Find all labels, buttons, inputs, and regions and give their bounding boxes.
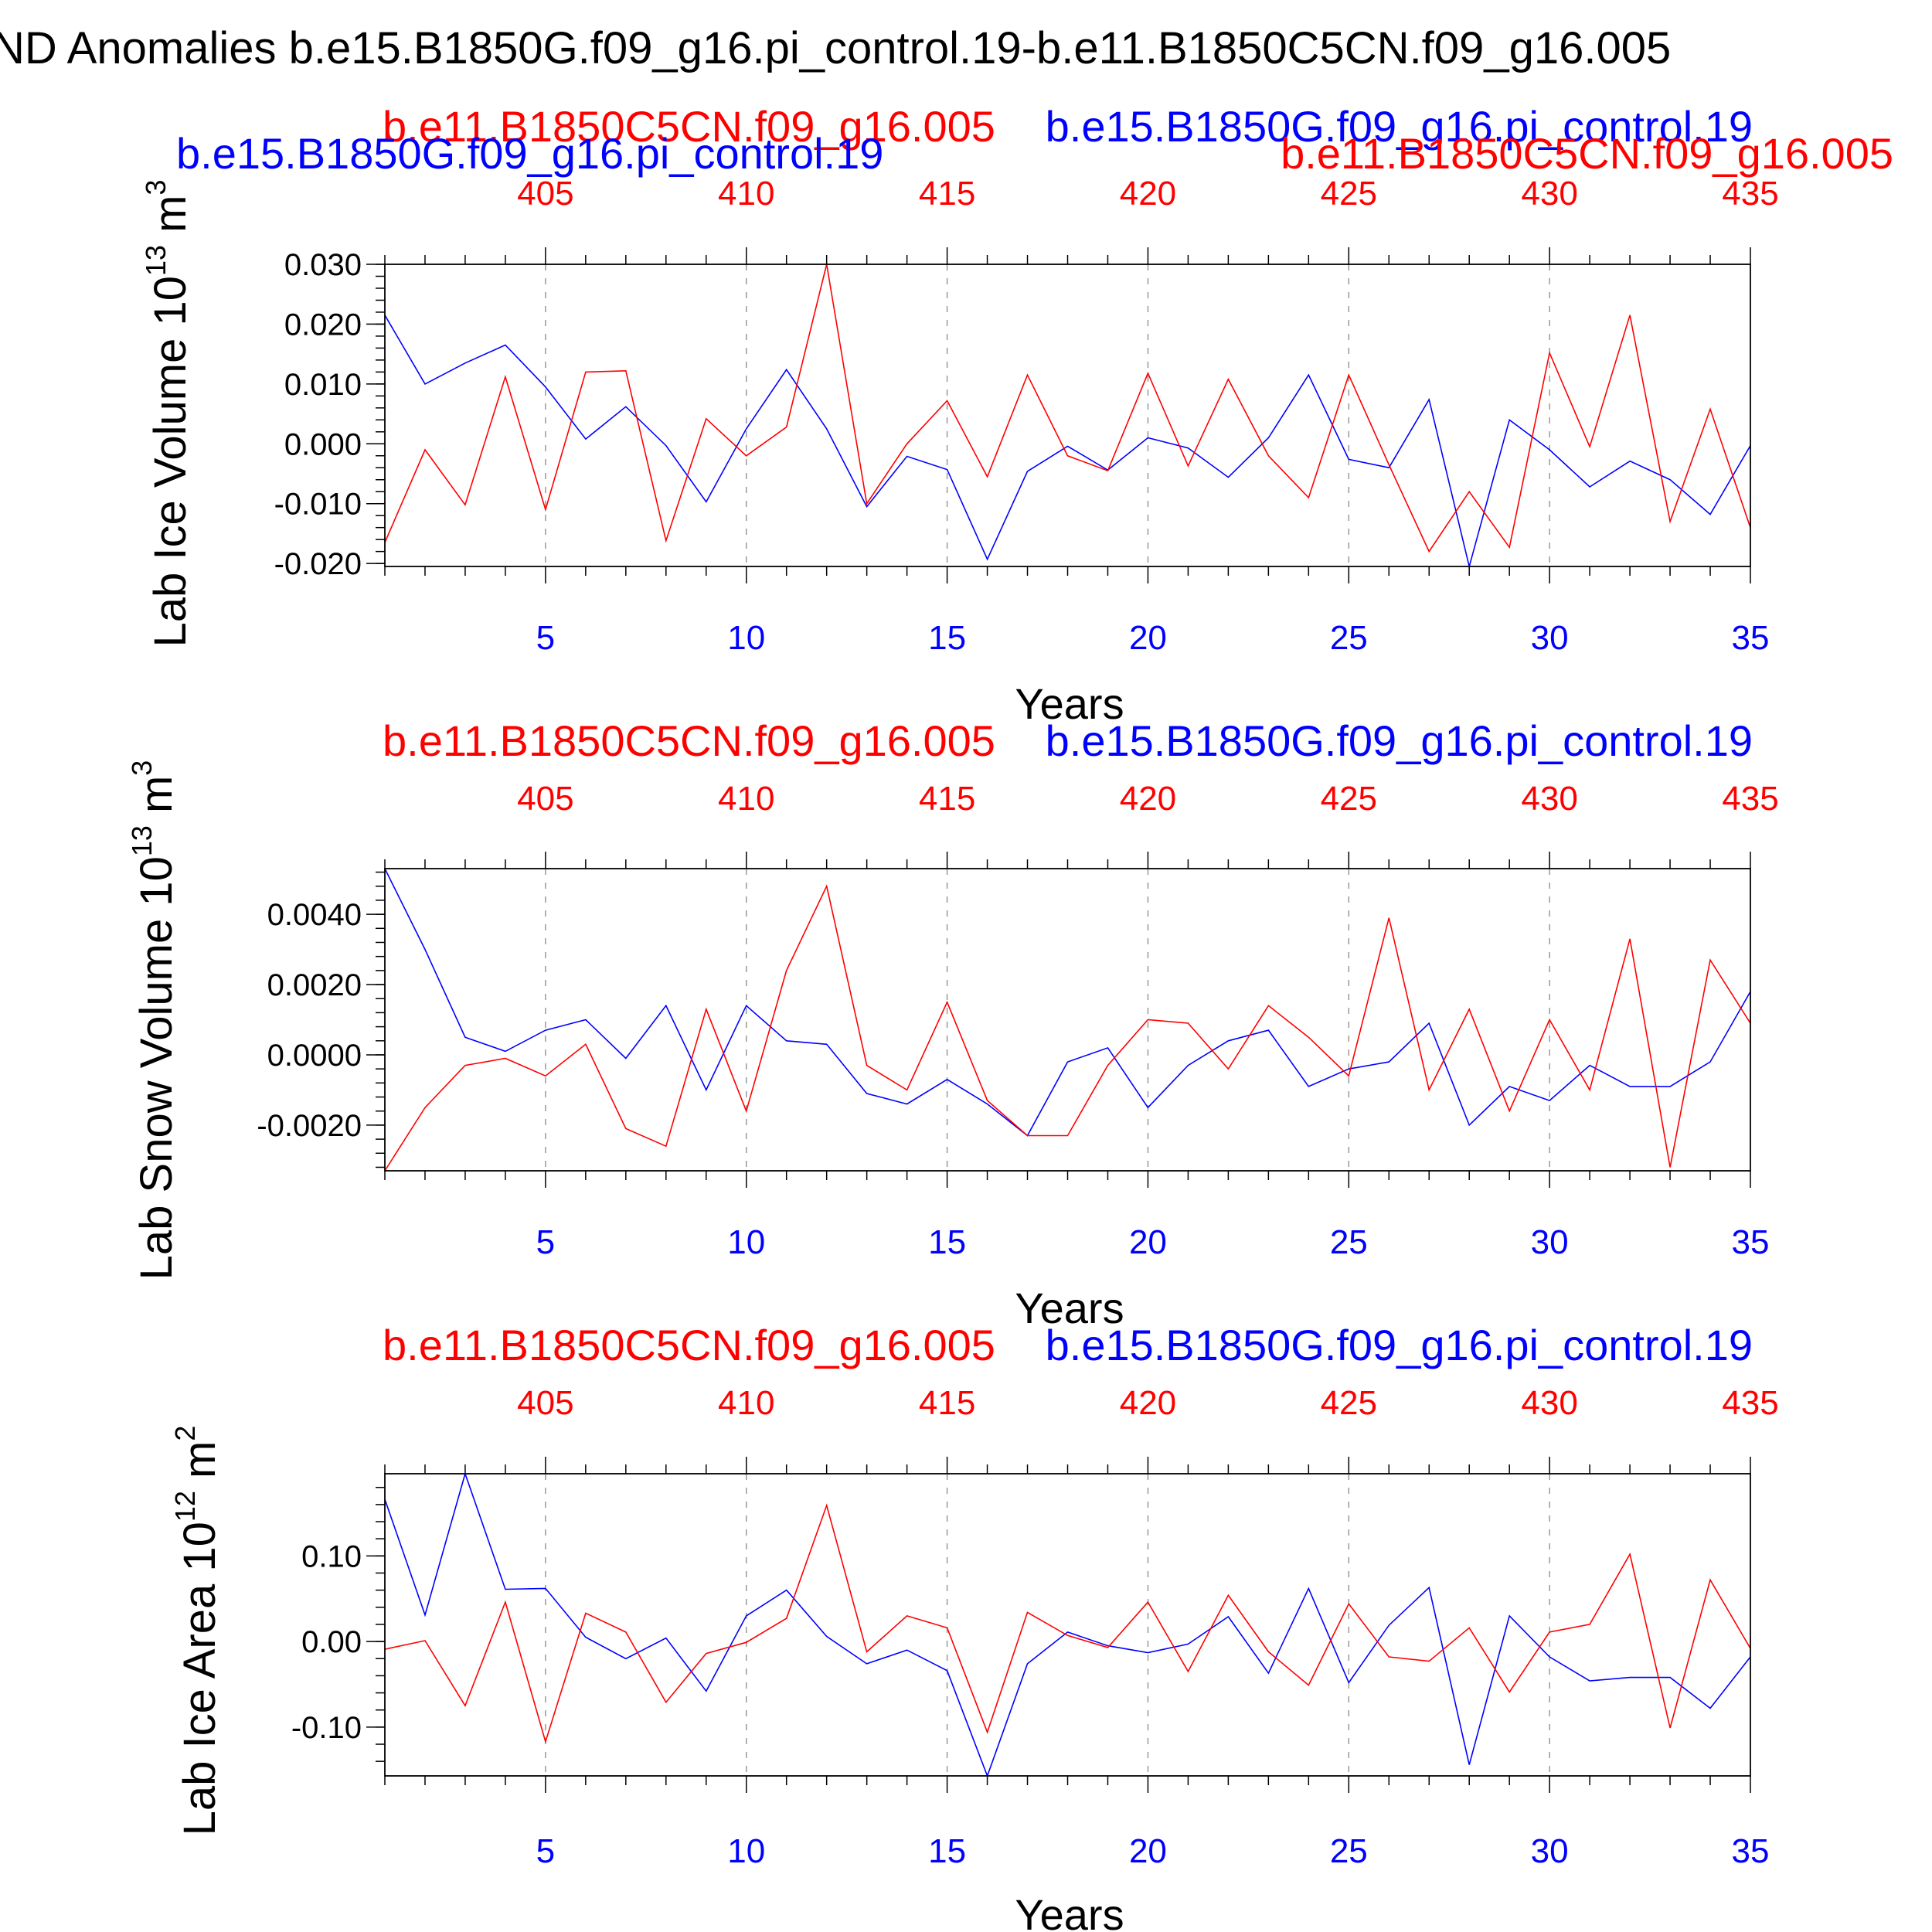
series-line-2 (384, 1503, 1751, 1744)
top-tick-label: 405 (517, 780, 573, 818)
x-tick-label: 30 (1531, 1832, 1569, 1870)
x-axis-label: Years (1015, 1284, 1124, 1332)
x-tick-label: 25 (1330, 1832, 1368, 1870)
x-axis-label: Years (1015, 679, 1124, 728)
top-tick-label: 420 (1120, 175, 1176, 213)
y-tick-label: -0.0020 (257, 1109, 362, 1143)
page-title: ND Anomalies b.e15.B1850G.f09_g16.pi_con… (0, 23, 1671, 73)
plot-frame (384, 868, 1751, 1172)
x-tick-label: 25 (1330, 1223, 1368, 1261)
x-axis-label: Years (1015, 1890, 1124, 1932)
x-tick-label: 20 (1129, 619, 1167, 657)
x-tick-label: 5 (536, 1223, 555, 1261)
series-label-extra-left: b.e15.B1850G.f09_g16.pi_control.19 (176, 129, 883, 178)
x-tick-label: 35 (1732, 1223, 1770, 1261)
chart-panels: -0.020 -0.010 0.000 0.010 0.020 0.030 5 10 15 20 2… (126, 102, 1893, 1932)
x-tick-label: 15 (928, 619, 966, 657)
series-label-left: b.e11.B1850C5CN.f09_g16.005 (383, 1321, 995, 1369)
top-tick-label: 430 (1521, 1384, 1577, 1422)
top-tick-label: 430 (1521, 175, 1577, 213)
y-tick-label: -0.020 (274, 547, 362, 581)
x-tick-label: 15 (928, 1223, 966, 1261)
top-tick-label: 425 (1321, 1384, 1377, 1422)
x-tick-label: 10 (727, 619, 765, 657)
top-tick-label: 425 (1321, 175, 1377, 213)
y-tick-label: 0.00 (301, 1625, 362, 1659)
top-tick-label: 420 (1120, 780, 1176, 818)
top-tick-label: 410 (718, 1384, 774, 1422)
top-tick-label: 410 (718, 780, 774, 818)
y-tick-label: 0.0020 (267, 968, 362, 1002)
y-axis-label: Lab Ice Area 1012 m2 (169, 1426, 225, 1836)
series-line-2 (384, 264, 1751, 553)
top-tick-label: 435 (1722, 1384, 1778, 1422)
top-tick-label: 430 (1521, 780, 1577, 818)
y-tick-label: 0.10 (301, 1539, 362, 1573)
top-tick-label: 425 (1321, 780, 1377, 818)
x-tick-label: 20 (1129, 1223, 1167, 1261)
x-tick-label: 5 (536, 1832, 555, 1870)
series-line-1 (384, 868, 1751, 1137)
y-axis-label: Lab Snow Volume 1013 m3 (126, 760, 182, 1281)
series-label-left: b.e11.B1850C5CN.f09_g16.005 (383, 102, 995, 151)
series-label-extra-right: b.e11.B1850C5CN.f09_g16.005 (1281, 129, 1893, 178)
top-tick-label: 435 (1722, 780, 1778, 818)
series-label-right: b.e15.B1850G.f09_g16.pi_control.19 (1046, 716, 1753, 765)
y-tick-label: -0.010 (274, 488, 362, 522)
series-line-1 (384, 315, 1751, 567)
x-tick-label: 30 (1531, 619, 1569, 657)
plot-frame (384, 264, 1751, 567)
chart-panel-1: -0.020 -0.010 0.000 0.010 0.020 0.030 5 10 15 20 2… (140, 102, 1893, 728)
chart-panel-3: -0.10 0.00 0.10 5 10 15 20 25 30 35 405 410 415 420 42… (169, 1321, 1779, 1932)
x-tick-label: 10 (727, 1832, 765, 1870)
y-tick-label: 0.030 (284, 248, 362, 282)
y-tick-label: 0.010 (284, 368, 362, 402)
y-tick-label: -0.10 (291, 1711, 362, 1745)
series-label-left: b.e11.B1850C5CN.f09_g16.005 (383, 716, 995, 765)
series-line-1 (384, 1471, 1751, 1778)
chart-panel-2: -0.0020 0.0000 0.0020 0.0040 5 10 15 20 25 30 35 40… (126, 716, 1779, 1332)
x-tick-label: 15 (928, 1832, 966, 1870)
top-tick-label: 405 (517, 1384, 573, 1422)
y-tick-label: 0.0040 (267, 898, 362, 932)
x-tick-label: 30 (1531, 1223, 1569, 1261)
top-tick-label: 435 (1722, 175, 1778, 213)
series-line-2 (384, 884, 1751, 1172)
y-tick-label: 0.020 (284, 308, 362, 342)
x-tick-label: 10 (727, 1223, 765, 1261)
x-tick-label: 20 (1129, 1832, 1167, 1870)
top-tick-label: 415 (919, 175, 975, 213)
x-tick-label: 5 (536, 619, 555, 657)
x-tick-label: 25 (1330, 619, 1368, 657)
top-tick-label: 420 (1120, 1384, 1176, 1422)
top-tick-label: 405 (517, 175, 573, 213)
top-tick-label: 415 (919, 780, 975, 818)
x-tick-label: 35 (1732, 1832, 1770, 1870)
top-tick-label: 410 (718, 175, 774, 213)
y-axis-label: Lab Ice Volume 1013 m3 (140, 180, 196, 648)
x-tick-label: 35 (1732, 619, 1770, 657)
series-label-right: b.e15.B1850G.f09_g16.pi_control.19 (1046, 1321, 1753, 1369)
top-tick-label: 415 (919, 1384, 975, 1422)
plot-frame (384, 1473, 1751, 1777)
y-tick-label: 0.000 (284, 427, 362, 461)
series-label-right: b.e15.B1850G.f09_g16.pi_control.19 (1046, 102, 1753, 151)
y-tick-label: 0.0000 (267, 1039, 362, 1073)
